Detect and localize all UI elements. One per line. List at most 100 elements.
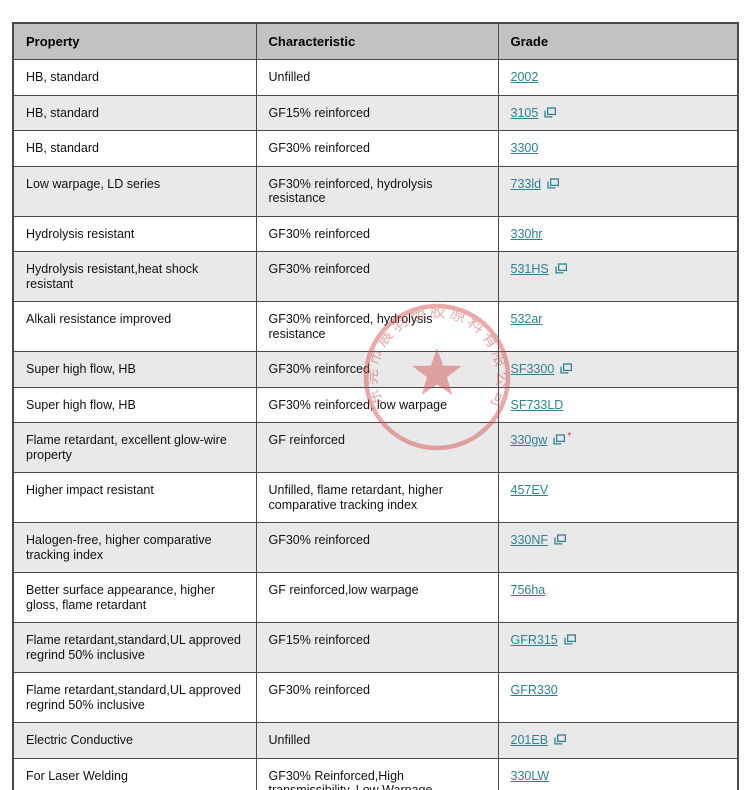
grade-link[interactable]: 201EB [510,733,549,748]
characteristic-cell: GF15% reinforced [255,94,499,132]
grade-link[interactable]: 733ld [510,176,542,191]
grade-cell: 330gw * [497,422,739,474]
grade-link[interactable]: 532ar [510,312,543,327]
characteristic-cell: GF30% reinforced [255,522,499,574]
table-row: Hydrolysis resistant,heat shock resistan… [12,251,739,303]
characteristic-cell: GF reinforced [255,422,499,474]
property-cell: Flame retardant,standard,UL approved reg… [12,672,257,724]
external-link-icon[interactable] [544,106,557,118]
grade-link[interactable]: 3105 [510,105,539,120]
grade-link[interactable]: SF3300 [510,362,555,377]
header-grade: Grade [497,22,739,61]
table-row: Low warpage, LD series GF30% reinforced,… [12,165,739,217]
property-cell: Electric Conductive [12,722,257,759]
grade-link[interactable]: 330NF [510,533,549,548]
grade-cell: 330LW [497,757,739,790]
characteristic-cell: GF30% reinforced, hydrolysis resistance [255,165,499,217]
characteristic-cell: GF30% reinforced [255,251,499,303]
characteristic-cell: GF reinforced,low warpage [255,572,499,624]
grade-cell: 457EV [497,472,739,524]
table-row: Flame retardant,standard,UL approved reg… [12,622,739,674]
characteristic-cell: GF30% reinforced [255,215,499,253]
characteristic-cell: Unfilled, flame retardant, higher compar… [255,472,499,524]
grade-cell: 532ar [497,301,739,353]
grade-cell: 531HS [497,251,739,303]
property-cell: For Laser Welding [12,757,257,790]
property-cell: HB, standard [12,130,257,167]
table-row: Hydrolysis resistant GF30% reinforced 33… [12,215,739,253]
table-row: Halogen-free, higher comparative trackin… [12,522,739,574]
grade-cell: 330hr [497,215,739,253]
characteristic-cell: GF30% Reinforced,High transmissibility, … [255,757,499,790]
characteristic-cell: GF15% reinforced [255,622,499,674]
table-row: Better surface appearance, higher gloss,… [12,572,739,624]
characteristic-cell: GF30% reinforced [255,130,499,167]
grades-table: Property Characteristic Grade HB, standa… [12,22,739,790]
table-row: For Laser Welding GF30% Reinforced,High … [12,757,739,790]
footnote-marker: * [567,430,572,442]
external-link-icon[interactable] [560,363,573,374]
table-row: Alkali resistance improved GF30% reinfor… [12,301,739,353]
property-cell: Halogen-free, higher comparative trackin… [12,522,257,574]
grade-cell: 2002 [497,59,739,96]
grade-link[interactable]: 531HS [510,262,549,277]
external-link-icon[interactable] [553,434,566,445]
characteristic-cell: GF30% reinforced [255,351,499,388]
property-cell: Hydrolysis resistant [12,215,257,253]
external-link-icon[interactable] [554,734,567,745]
external-link-icon[interactable] [555,263,567,274]
grade-cell: 330NF [497,522,739,574]
table-row: Electric Conductive Unfilled 201EB [12,722,739,759]
grade-cell: GFR330 [497,672,739,724]
table-row: HB, standard GF30% reinforced 3300 [12,130,739,167]
property-cell: HB, standard [12,94,257,132]
table-row: HB, standard Unfilled 2002 [12,59,739,96]
grade-link[interactable]: 3300 [510,141,539,156]
grade-cell: 733ld [497,165,739,217]
grade-cell: 3300 [497,130,739,167]
header-characteristic: Characteristic [255,22,499,61]
property-cell: Flame retardant,standard,UL approved reg… [12,622,257,674]
grade-link[interactable]: 2002 [510,70,539,85]
characteristic-cell: GF30% reinforced, low warpage [255,386,499,424]
table-row: Flame retardant,standard,UL approved reg… [12,672,739,724]
grade-cell: 3105 [497,94,739,132]
grade-cell: 756ha [497,572,739,624]
grade-link[interactable]: GFR330 [510,683,558,698]
grade-link[interactable]: 330LW [510,768,550,783]
table-header-row: Property Characteristic Grade [12,22,739,61]
table-row: Super high flow, HB GF30% reinforced, lo… [12,386,739,424]
grade-link[interactable]: 330gw [510,433,548,448]
grade-cell: SF733LD [497,386,739,424]
property-cell: Flame retardant, excellent glow-wire pro… [12,422,257,474]
grade-link[interactable]: 756ha [510,583,546,598]
external-link-icon[interactable] [554,534,567,545]
property-cell: HB, standard [12,59,257,96]
characteristic-cell: GF30% reinforced, hydrolysis resistance [255,301,499,353]
external-link-icon[interactable] [547,177,560,189]
table-row: Higher impact resistant Unfilled, flame … [12,472,739,524]
characteristic-cell: GF30% reinforced [255,672,499,724]
external-link-icon[interactable] [564,634,576,645]
characteristic-cell: Unfilled [255,722,499,759]
property-cell: Higher impact resistant [12,472,257,524]
header-property: Property [12,22,257,61]
property-cell: Alkali resistance improved [12,301,257,353]
grade-link[interactable]: 457EV [510,483,549,498]
property-cell: Low warpage, LD series [12,165,257,217]
property-cell: Super high flow, HB [12,351,257,388]
table-row: Flame retardant, excellent glow-wire pro… [12,422,739,474]
grade-cell: SF3300 [497,351,739,388]
grade-cell: GFR315 [497,622,739,674]
table-row: Super high flow, HB GF30% reinforced SF3… [12,351,739,388]
characteristic-cell: Unfilled [255,59,499,96]
property-cell: Better surface appearance, higher gloss,… [12,572,257,624]
grade-cell: 201EB [497,722,739,759]
table-row: HB, standard GF15% reinforced 3105 [12,94,739,132]
property-cell: Super high flow, HB [12,386,257,424]
grade-link[interactable]: SF733LD [510,397,564,412]
grade-link[interactable]: 330hr [510,226,543,241]
property-cell: Hydrolysis resistant,heat shock resistan… [12,251,257,303]
grade-link[interactable]: GFR315 [510,633,558,648]
